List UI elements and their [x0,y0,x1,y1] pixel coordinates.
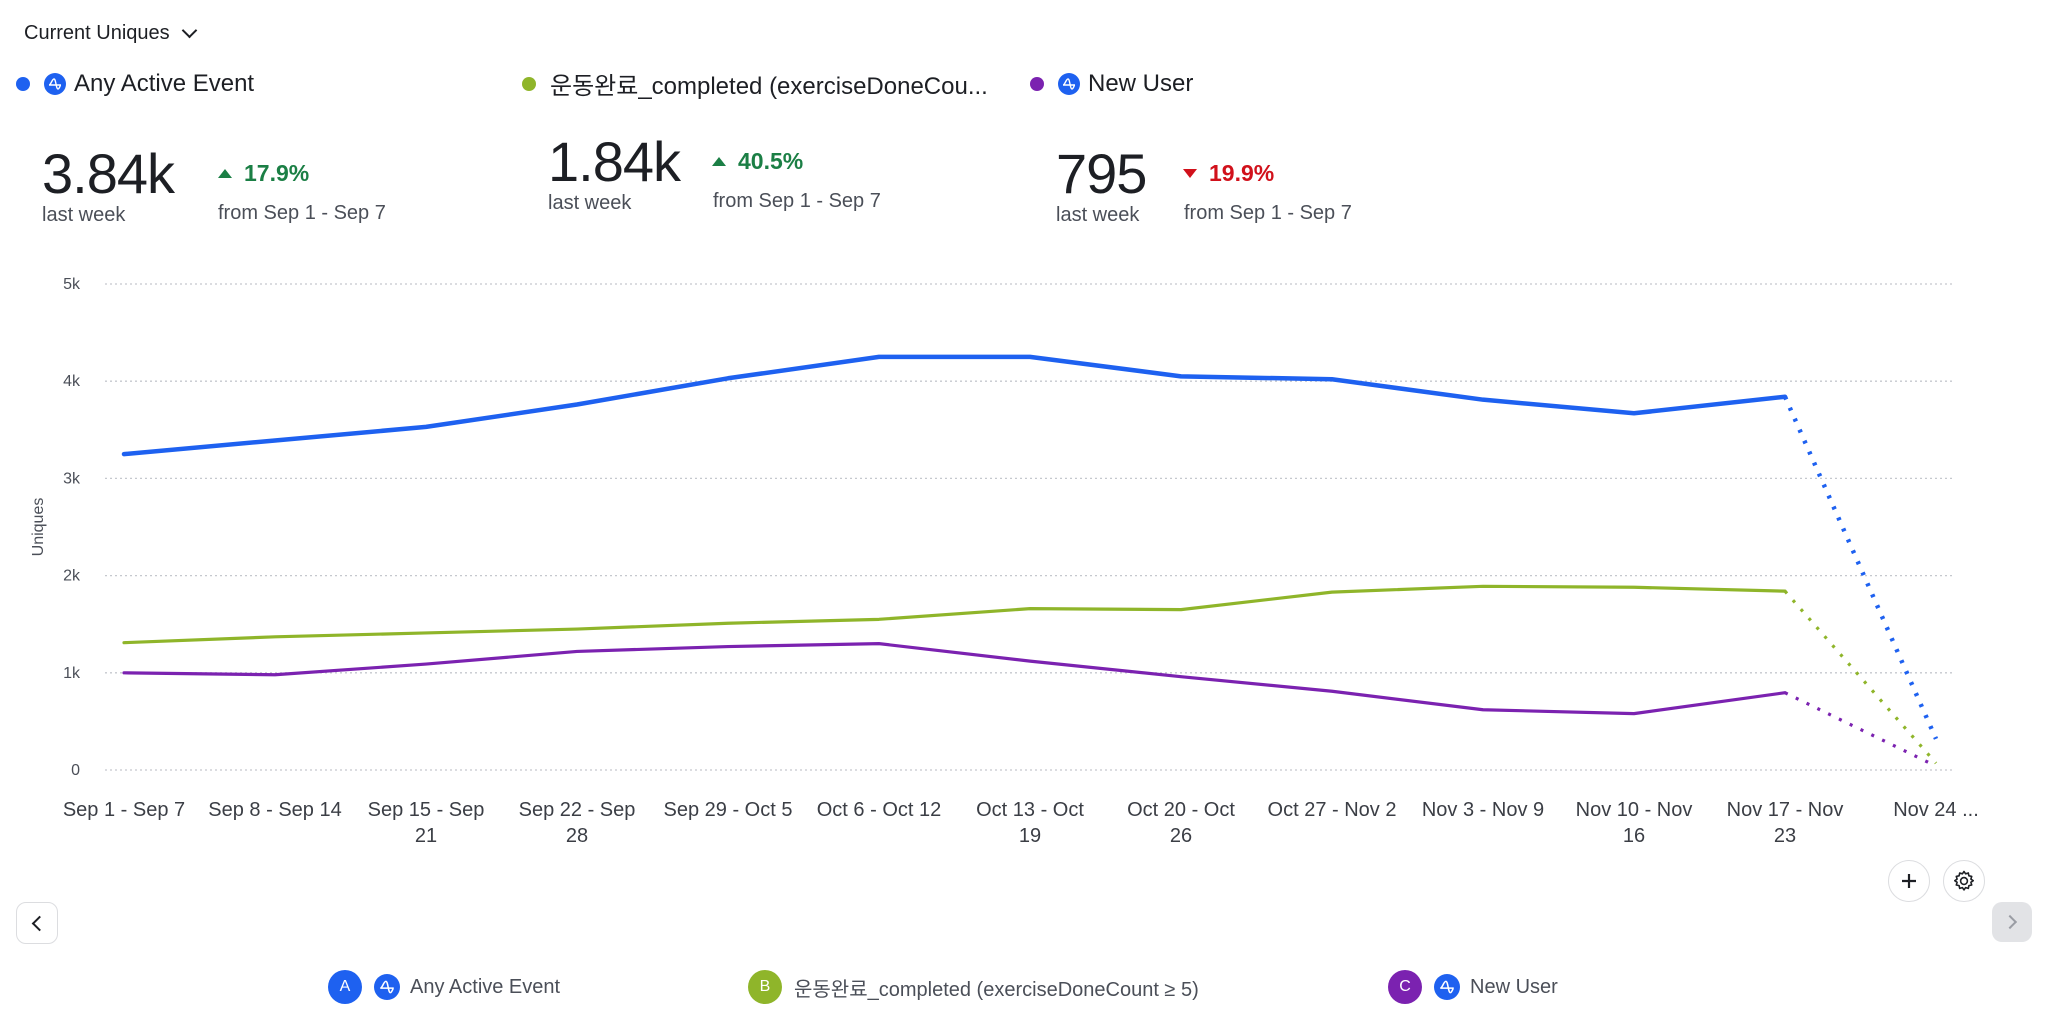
stat-block-b: 1.84k last week [548,130,681,215]
series-line [122,584,1787,645]
y-tick-label: 2k [63,568,81,585]
amplitude-event-icon [374,974,400,1000]
series-color-dot [522,76,536,91]
series-line [122,642,1787,716]
legend-label: Any Active Event [410,975,561,998]
series-1 [121,354,1939,740]
series-letter-badge: B [748,970,782,1004]
x-axis-ticks: Sep 1 - Sep 7 Sep 8 - Sep 14 Sep 15 - Sep 2… [63,799,1979,847]
chart-settings-button[interactable] [1943,860,1985,902]
stat-change-a: 17.9% [218,160,309,187]
x-tick-label: Nov 3 - Nov 9 [1422,799,1544,821]
x-tick-label: Sep 29 - Oct 5 [664,799,793,821]
stat-period: last week [548,192,632,214]
series-line [121,354,1788,457]
plus-icon [1902,874,1916,888]
chart-gridlines [105,283,1955,771]
stat-change-value: 17.9% [244,160,310,186]
line-chart: 0 1k 2k 3k 4k 5k Uniques Sep 1 - Sep 7 Sep 8 -… [30,276,1979,847]
stat-change-value: 19.9% [1209,160,1275,186]
legend-item-a[interactable]: A Any Active Event [328,970,560,1004]
x-tick-label: Sep 15 - Sep 21 [368,799,485,847]
x-tick-label: Nov 17 - Nov 23 [1727,799,1844,847]
next-page-button[interactable] [1992,902,2032,942]
arrow-up-icon [218,169,232,178]
stat-change-b: 40.5% [712,148,803,175]
chevron-right-icon [2002,914,2018,930]
stat-value: 795 [1056,142,1147,205]
legend-item-b[interactable]: B 운동완료_completed (exerciseDoneCount ≥ 5) [748,970,1199,1004]
x-tick-label: Oct 13 - Oct 19 [976,799,1084,847]
series-2 [122,584,1938,765]
y-tick-label: 5k [63,276,81,293]
stat-value: 3.84k [42,142,175,205]
gear-icon [1954,870,1974,891]
stat-change-value: 40.5% [738,148,804,174]
metric-selector-dropdown[interactable]: Current Uniques [24,22,197,45]
x-tick-label: Sep 8 - Sep 14 [208,799,341,821]
stat-comparison-a: from Sep 1 - Sep 7 [218,202,386,224]
legend-label: 운동완료_completed (exerciseDoneCount ≥ 5) [794,978,1199,1001]
series-header-a[interactable]: Any Active Event [16,70,254,98]
x-tick-label: Sep 22 - Sep 28 [519,799,636,847]
stat-block-c: 795 last week [1056,142,1147,227]
series-incomplete-segment [1783,590,1938,765]
chart-series [121,354,1939,768]
x-tick-label: Nov 24 ... [1893,799,1979,821]
legend-item-c[interactable]: C New User [1388,970,1558,1004]
series-header-c[interactable]: New User [1030,70,1193,98]
stat-block-a: 3.84k last week [42,142,175,227]
series-letter-badge: C [1388,970,1422,1004]
stat-comparison-c: from Sep 1 - Sep 7 [1184,202,1352,224]
series-3 [122,642,1937,768]
x-tick-label: Sep 1 - Sep 7 [63,799,185,821]
y-tick-label: 4k [63,373,81,390]
series-name: 운동완료_completed (exerciseDoneCou... [550,73,988,100]
arrow-up-icon [712,157,726,166]
metric-selector-label: Current Uniques [24,22,170,44]
x-tick-label: Oct 6 - Oct 12 [817,799,941,821]
chevron-left-icon [31,915,47,931]
add-button[interactable] [1888,860,1930,902]
y-tick-label: 1k [63,665,81,682]
series-header-b[interactable]: 운동완료_completed (exerciseDoneCou... [522,66,988,101]
series-incomplete-segment [1784,691,1937,768]
amplitude-event-icon [1434,974,1460,1000]
y-axis-label: Uniques [30,498,47,557]
arrow-down-icon [1183,169,1197,178]
x-tick-label: Nov 10 - Nov 16 [1576,799,1693,847]
stat-comparison-b: from Sep 1 - Sep 7 [713,190,881,212]
y-tick-label: 3k [63,470,81,487]
amplitude-event-icon [44,73,66,95]
y-tick-label: 0 [71,762,80,779]
series-incomplete-segment [1782,395,1939,740]
series-name: Any Active Event [74,70,255,97]
previous-page-button[interactable] [16,902,58,944]
series-letter-badge: A [328,970,362,1004]
series-color-dot [1030,77,1044,91]
stat-change-c: 19.9% [1183,160,1274,187]
stat-period: last week [42,204,126,226]
series-name: New User [1088,70,1194,97]
stat-period: last week [1056,204,1140,226]
x-tick-label: Oct 27 - Nov 2 [1268,799,1397,821]
x-tick-label: Oct 20 - Oct 26 [1127,799,1235,847]
series-color-dot [16,77,30,91]
y-axis-ticks: 0 1k 2k 3k 4k 5k [63,276,81,779]
stat-value: 1.84k [548,130,681,193]
legend-label: New User [1470,975,1558,998]
amplitude-event-icon [1058,73,1080,95]
